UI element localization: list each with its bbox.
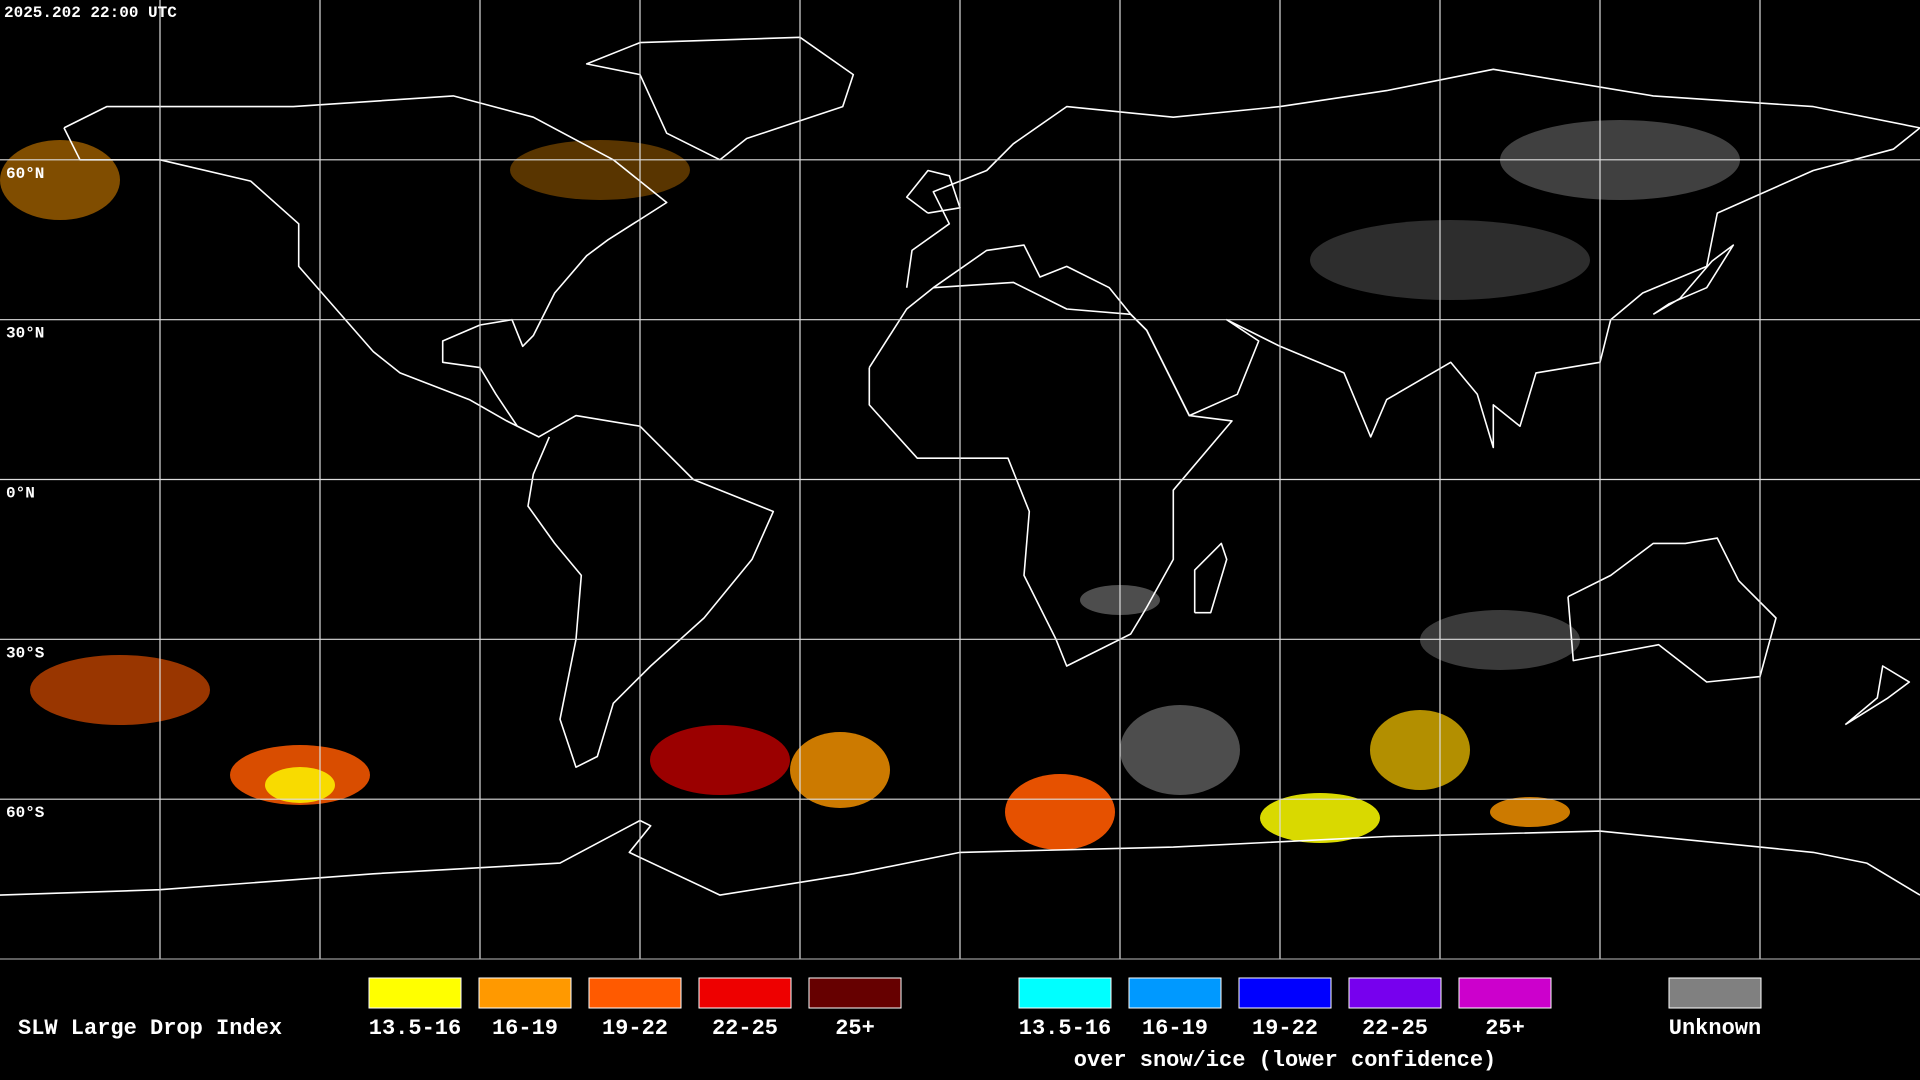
legend-swatch <box>808 977 902 1009</box>
legend-title: SLW Large Drop Index <box>18 1016 282 1041</box>
blob <box>1370 710 1470 790</box>
legend-label: 25+ <box>1485 1016 1525 1041</box>
graticule: 60°N 30°N 0°N 30°S 60°S <box>0 0 1920 959</box>
legend-label: 19-22 <box>602 1016 668 1041</box>
legend-swatch <box>588 977 682 1009</box>
blob <box>1490 797 1570 827</box>
blob <box>30 655 210 725</box>
latitude-label: 30°S <box>6 644 45 662</box>
coastline <box>63 95 668 438</box>
blob <box>1005 774 1115 850</box>
blob <box>1420 610 1580 670</box>
blob <box>650 725 790 795</box>
legend-swatch <box>1458 977 1552 1009</box>
blob <box>1310 220 1590 300</box>
legend-label: 19-22 <box>1252 1016 1318 1041</box>
legend-swatch <box>1238 977 1332 1009</box>
blob <box>1120 705 1240 795</box>
legend-swatch <box>478 977 572 1009</box>
timestamp: 2025.202 22:00 UTC <box>4 4 177 22</box>
coastline <box>905 169 961 214</box>
blob <box>790 732 890 808</box>
legend-swatch <box>1128 977 1222 1009</box>
legend-label: 13.5-16 <box>369 1016 461 1041</box>
coastline <box>1652 244 1735 315</box>
coastline <box>905 68 1920 449</box>
latitude-label: 30°N <box>6 325 44 343</box>
latitude-label: 0°N <box>6 485 35 503</box>
legend-swatch <box>1668 977 1762 1009</box>
legend-swatch <box>1018 977 1112 1009</box>
coastline <box>0 819 1920 896</box>
blob <box>510 140 690 200</box>
coastline <box>1844 665 1911 726</box>
legend-label: 22-25 <box>1362 1016 1428 1041</box>
latitude-label: 60°S <box>6 804 45 822</box>
legend-swatch <box>698 977 792 1009</box>
latitude-label: 60°N <box>6 165 44 183</box>
blob <box>265 767 335 803</box>
blob <box>1260 793 1380 843</box>
legend-label: 16-19 <box>492 1016 558 1041</box>
coastline <box>585 36 855 161</box>
legend-label: 25+ <box>835 1016 875 1041</box>
legend-label: 13.5-16 <box>1019 1016 1111 1041</box>
legend: 13.5-16 16-19 19-22 22-25 25+ 13.5-16 16-19 19-… <box>368 977 1762 1073</box>
data-field <box>0 120 1740 850</box>
coastline <box>527 414 775 769</box>
legend-label: 22-25 <box>712 1016 778 1041</box>
legend-caption: over snow/ice (lower confidence) <box>1074 1048 1496 1073</box>
coastlines <box>0 36 1920 896</box>
coastline <box>1567 537 1777 683</box>
coastline <box>1193 542 1228 614</box>
legend-label: 16-19 <box>1142 1016 1208 1041</box>
legend-swatch <box>368 977 462 1009</box>
legend-swatch <box>1348 977 1442 1009</box>
legend-label: Unknown <box>1669 1016 1761 1041</box>
coastline <box>868 281 1233 667</box>
